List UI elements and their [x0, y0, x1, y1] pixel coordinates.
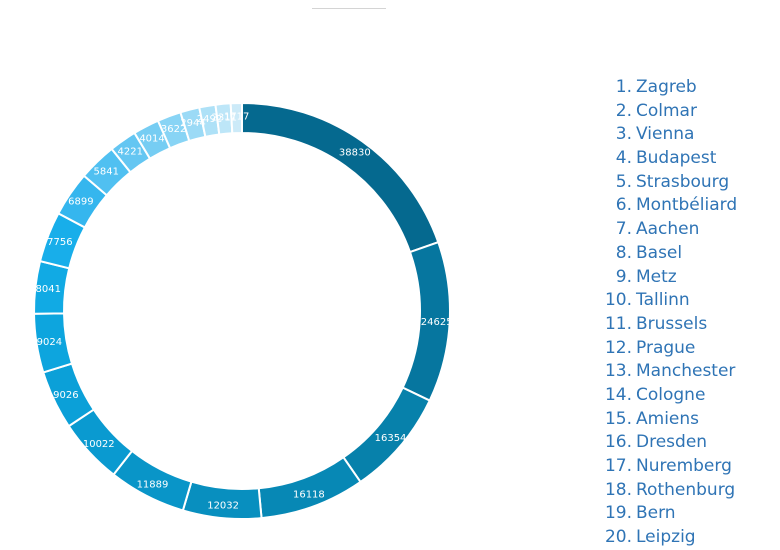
legend-item-label: Amiens: [636, 408, 700, 429]
legend-item: 7. Aachen: [604, 218, 737, 242]
legend-item-label: Brussels: [636, 313, 708, 334]
slice-value-label-3: 16354: [375, 433, 407, 444]
legend-item: 17. Nuremberg: [604, 455, 737, 479]
legend-item: 11. Brussels: [604, 313, 737, 337]
legend-item-label: Dresden: [636, 432, 708, 453]
legend-item-label: Metz: [636, 266, 677, 287]
legend-item-label: Colmar: [636, 100, 697, 121]
slice-value-label-5: 12032: [207, 501, 239, 512]
slice-value-label-7: 10022: [83, 439, 115, 450]
legend-item-number: 6.: [615, 195, 632, 216]
legend-item-label: Strasbourg: [636, 171, 730, 192]
legend-item-number: 14.: [604, 384, 632, 405]
legend-item-number: 20.: [604, 527, 632, 548]
legend-item: 6. Montbéliard: [604, 194, 737, 218]
slice-value-label-15: 4014: [139, 133, 164, 144]
legend-item-number: 11.: [604, 313, 632, 334]
slice-value-label-2: 24625: [421, 317, 453, 328]
legend-item: 5. Strasbourg: [604, 171, 737, 195]
legend-item-label: Leipzig: [636, 527, 696, 548]
legend-item-number: 2.: [615, 100, 632, 121]
legend-item: 1. Zagreb: [604, 76, 737, 100]
legend-item: 20. Leipzig: [604, 526, 737, 550]
slice-value-label-17: 2944: [180, 118, 205, 129]
legend-item: 12. Prague: [604, 337, 737, 361]
slice-value-label-9: 9024: [37, 337, 62, 348]
legend-item-label: Budapest: [636, 148, 717, 169]
chart-legend: 1. Zagreb 2. Colmar 3. Vienna 4. Budapest 5. Stra…: [604, 76, 737, 550]
legend-item-label: Basel: [636, 242, 683, 263]
legend-item-number: 16.: [604, 432, 632, 453]
slice-value-label-13: 5841: [94, 167, 119, 178]
donut-slice-1: [241, 101, 440, 254]
legend-item-label: Manchester: [636, 361, 736, 382]
legend-item-number: 8.: [615, 242, 632, 263]
slice-value-label-8: 9026: [53, 390, 78, 401]
legend-item-label: Rothenburg: [636, 479, 736, 500]
legend-item-number: 13.: [604, 361, 632, 382]
legend-item-number: 19.: [604, 503, 632, 524]
legend-item-number: 18.: [604, 479, 632, 500]
legend-item: 19. Bern: [604, 502, 737, 526]
slice-value-label-20: 1717: [224, 112, 249, 123]
legend-item: 3. Vienna: [604, 123, 737, 147]
slice-value-label-1: 38830: [339, 147, 371, 158]
legend-item-label: Aachen: [636, 219, 700, 240]
legend-item-number: 9.: [615, 266, 632, 287]
donut-slice-4: [257, 455, 362, 520]
legend-item-number: 7.: [615, 219, 632, 240]
legend-item-number: 12.: [604, 337, 632, 358]
slice-value-label-6: 11889: [137, 480, 169, 491]
slice-value-label-18: 2492: [197, 114, 222, 125]
legend-item-number: 10.: [604, 290, 632, 311]
legend-item: 4. Budapest: [604, 147, 737, 171]
legend-item-label: Prague: [636, 337, 696, 358]
slice-value-label-19: 2311: [212, 112, 237, 123]
top-divider: [312, 8, 386, 9]
slice-value-label-11: 7756: [47, 237, 72, 248]
legend-item-number: 5.: [615, 171, 632, 192]
legend-item: 18. Rothenburg: [604, 479, 737, 503]
legend-item: 13. Manchester: [604, 360, 737, 384]
slice-value-label-4: 16118: [293, 490, 325, 501]
slice-value-label-12: 6899: [68, 197, 93, 208]
legend-item: 10. Tallinn: [604, 289, 737, 313]
legend-item-label: Bern: [636, 503, 676, 524]
slice-value-label-16: 3622: [161, 124, 186, 135]
donut-slice-20: [229, 101, 243, 135]
legend-item-label: Cologne: [636, 384, 706, 405]
legend-item-label: Vienna: [636, 124, 695, 145]
legend-item: 16. Dresden: [604, 431, 737, 455]
legend-item-number: 3.: [615, 124, 632, 145]
legend-item: 14. Cologne: [604, 384, 737, 408]
legend-item: 9. Metz: [604, 266, 737, 290]
legend-item-label: Tallinn: [636, 290, 690, 311]
legend-item-number: 15.: [604, 408, 632, 429]
legend-item-number: 17.: [604, 456, 632, 476]
donut-chart: 38830 24625 16354 16118 12032 11889 10022 9026 9…: [34, 101, 453, 520]
legend-item-number: 1.: [615, 77, 632, 97]
legend-item: 15. Amiens: [604, 408, 737, 432]
legend-item: 8. Basel: [604, 242, 737, 266]
slice-value-label-10: 8041: [36, 284, 61, 295]
legend-item-label: Nuremberg: [636, 456, 732, 476]
legend-item-number: 4.: [615, 148, 632, 169]
legend-item-label: Zagreb: [636, 77, 697, 97]
slice-value-label-14: 4221: [118, 147, 143, 158]
legend-item-label: Montbéliard: [636, 195, 738, 216]
legend-item: 2. Colmar: [604, 100, 737, 124]
